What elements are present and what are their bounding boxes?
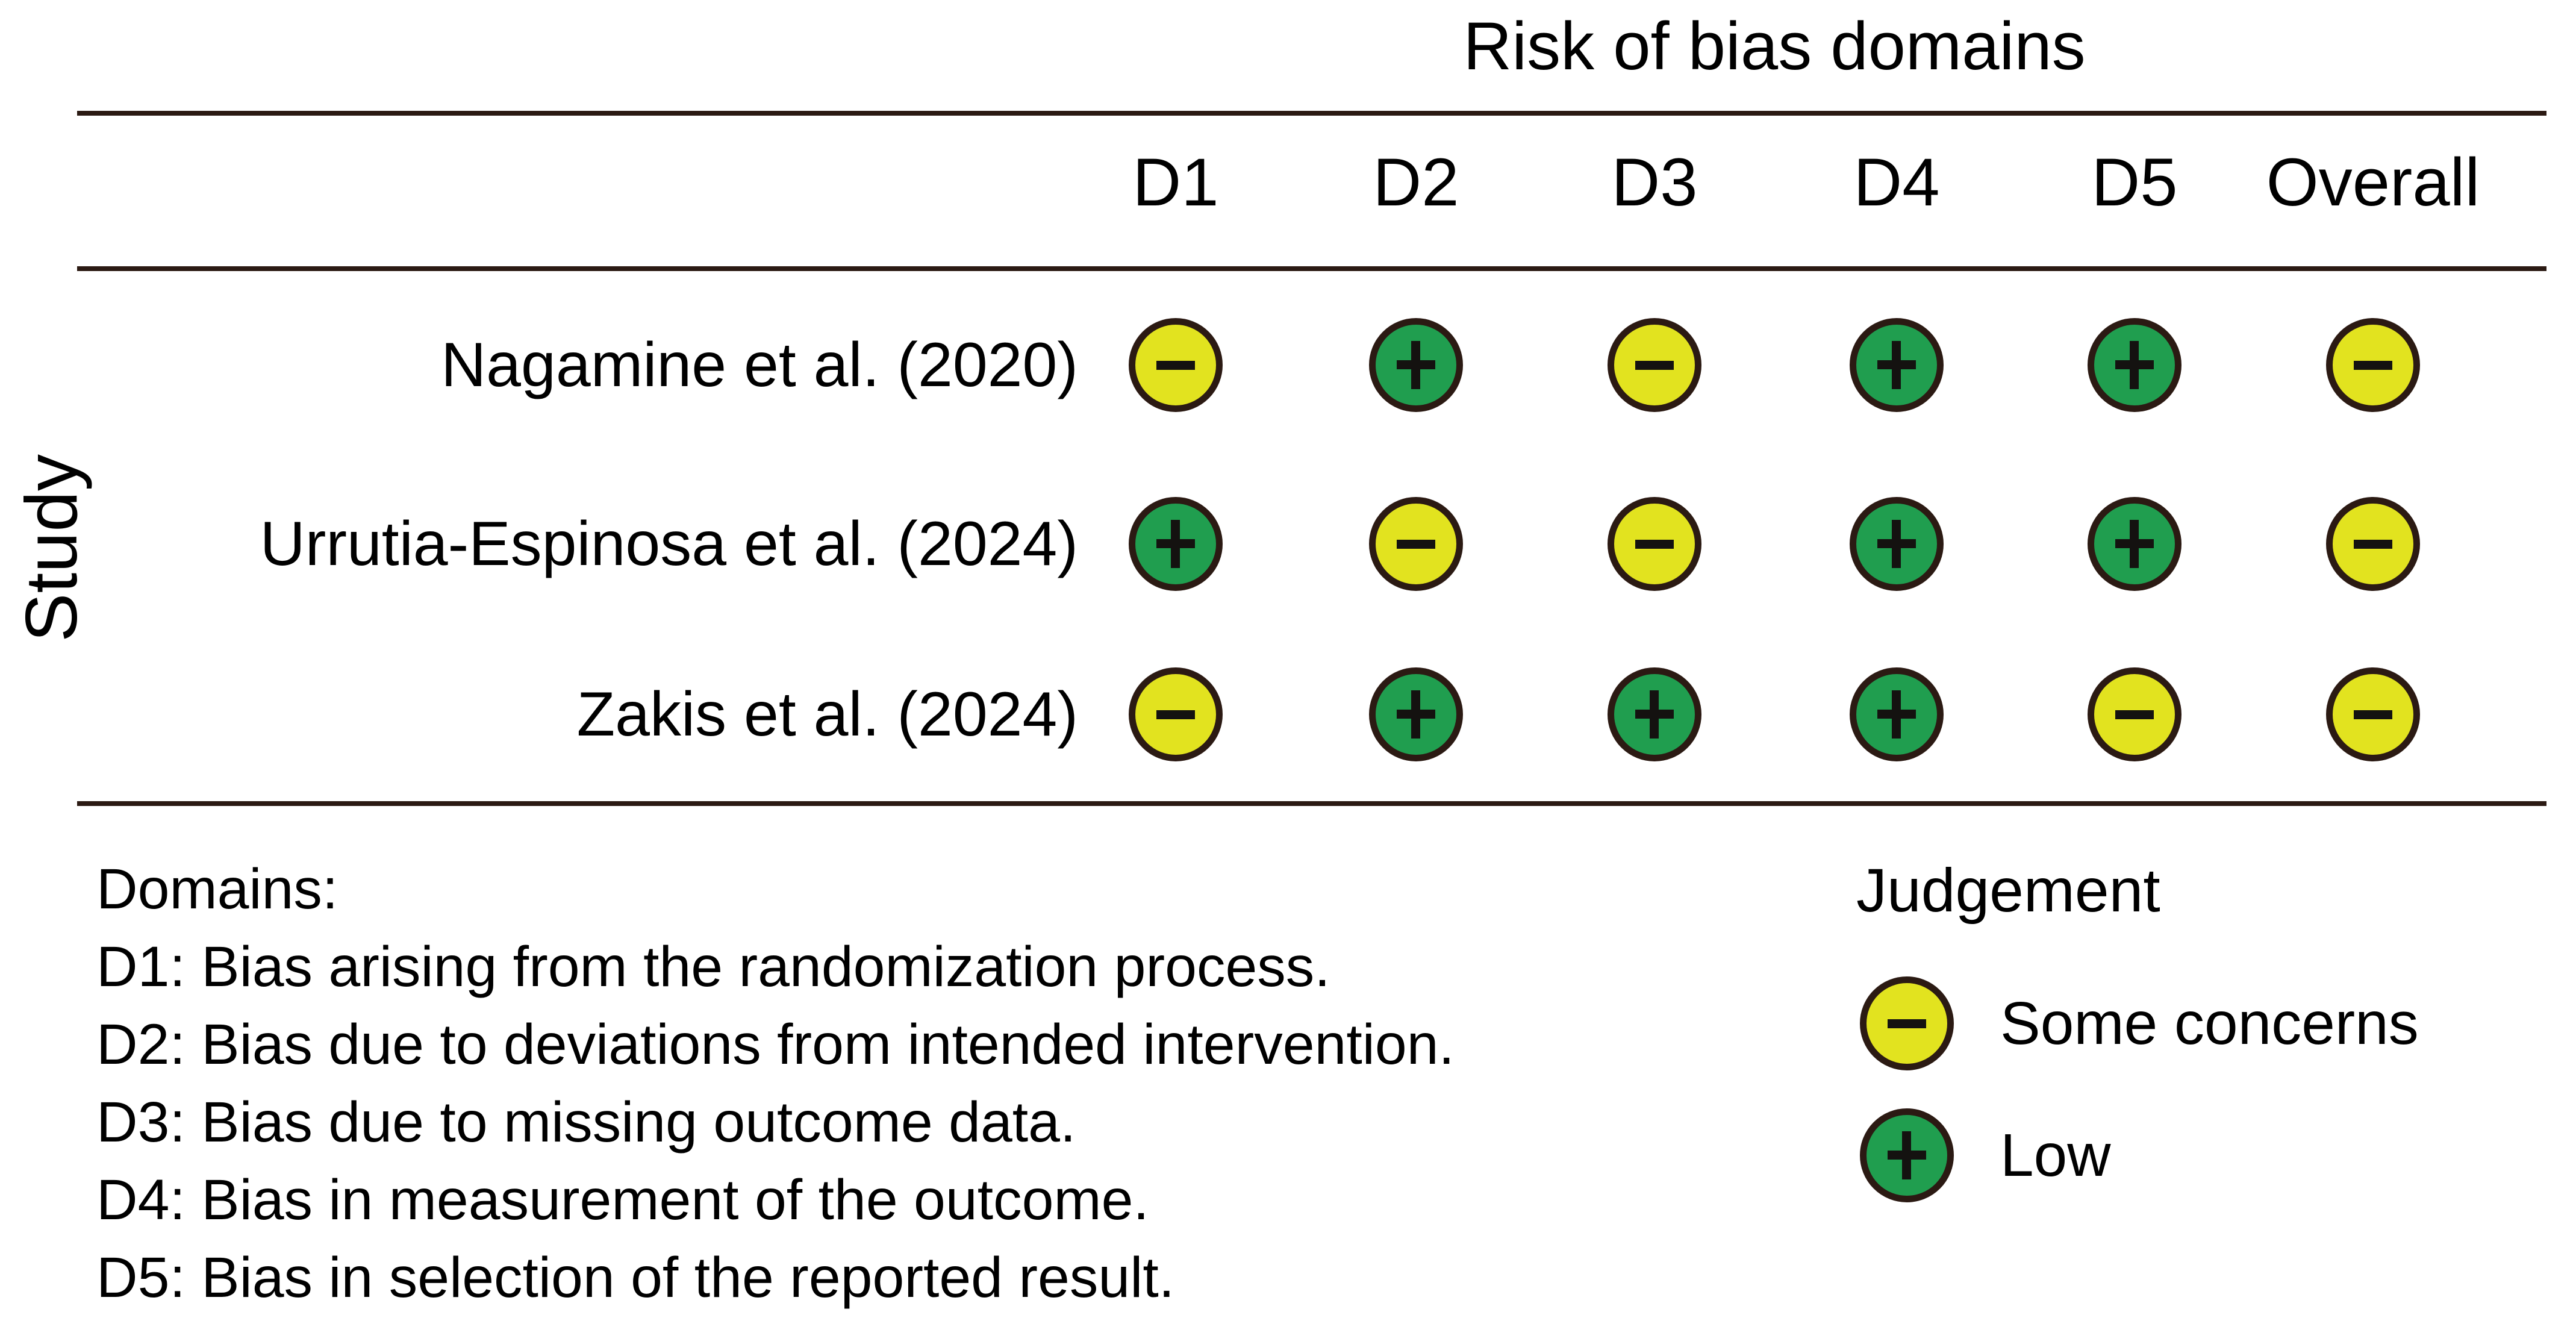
column-header-d4: D4 (1853, 145, 1940, 220)
plus-icon (1888, 1131, 1926, 1179)
cell-r3-d5 (2088, 667, 2181, 761)
column-header-d3: D3 (1611, 145, 1698, 220)
cell-r1-d5 (2088, 318, 2181, 412)
cell-r1-d2 (1369, 318, 1463, 412)
cell-r1-d1 (1129, 318, 1223, 412)
minus-icon (1888, 1019, 1926, 1028)
minus-icon (1397, 539, 1435, 549)
legend-title: Judgement (1856, 856, 2160, 925)
domains-footnotes: Domains: D1: Bias arising from the rando… (96, 851, 1455, 1317)
study-label: Urrutia-Espinosa et al. (2024) (260, 509, 1078, 579)
legend-circle-some-concerns (1860, 976, 1954, 1070)
plus-icon (2115, 341, 2154, 389)
cell-r3-overall (2326, 667, 2420, 761)
study-label: Nagamine et al. (2020) (441, 330, 1078, 400)
minus-icon (2354, 710, 2392, 719)
study-label: Zakis et al. (2024) (576, 679, 1078, 749)
minus-icon (1156, 360, 1195, 370)
domains-heading: Domains: (96, 857, 338, 921)
divider-header (77, 266, 2546, 271)
cell-r3-d4 (1850, 667, 1944, 761)
minus-icon (1635, 360, 1674, 370)
cell-r1-d4 (1850, 318, 1944, 412)
plus-icon (1156, 520, 1195, 568)
legend-label-low: Low (2000, 1121, 2111, 1189)
legend-label-some-concerns: Some concerns (2000, 989, 2419, 1057)
column-header-d5: D5 (2091, 145, 2178, 220)
minus-icon (1635, 539, 1674, 549)
minus-icon (2115, 710, 2154, 719)
domain-notes: D1: Bias arising from the randomization … (96, 928, 1455, 1317)
minus-icon (1156, 710, 1195, 719)
plus-icon (1877, 690, 1916, 739)
legend-circle-low (1860, 1108, 1954, 1202)
cell-r1-overall (2326, 318, 2420, 412)
cell-r3-d2 (1369, 667, 1463, 761)
cell-r3-d1 (1129, 667, 1223, 761)
domain-note: D3: Bias due to missing outcome data. (96, 1090, 1076, 1154)
plus-icon (1635, 690, 1674, 739)
minus-icon (2354, 360, 2392, 370)
cell-r2-d5 (2088, 497, 2181, 591)
cell-r1-d3 (1608, 318, 1701, 412)
domain-note: D4: Bias in measurement of the outcome. (96, 1168, 1149, 1232)
cell-r2-d1 (1129, 497, 1223, 591)
cell-r2-d3 (1608, 497, 1701, 591)
figure-title: Risk of bias domains (1463, 8, 2086, 84)
column-header-d1: D1 (1132, 145, 1219, 220)
study-axis-label: Study (10, 454, 92, 642)
divider-top (77, 111, 2546, 116)
cell-r3-d3 (1608, 667, 1701, 761)
plus-icon (1877, 341, 1916, 389)
cell-r2-d4 (1850, 497, 1944, 591)
cell-r2-d2 (1369, 497, 1463, 591)
minus-icon (2354, 539, 2392, 549)
column-header-overall: Overall (2266, 145, 2480, 220)
domain-note: D1: Bias arising from the randomization … (96, 935, 1330, 999)
plus-icon (1397, 690, 1435, 739)
divider-bottom (77, 801, 2546, 806)
plus-icon (2115, 520, 2154, 568)
domain-note: D5: Bias in selection of the reported re… (96, 1246, 1175, 1310)
cell-r2-overall (2326, 497, 2420, 591)
plus-icon (1877, 520, 1916, 568)
plus-icon (1397, 341, 1435, 389)
column-header-d2: D2 (1373, 145, 1459, 220)
domain-note: D2: Bias due to deviations from intended… (96, 1013, 1455, 1076)
